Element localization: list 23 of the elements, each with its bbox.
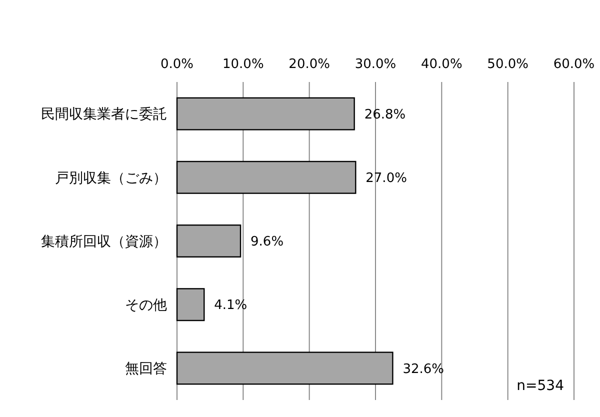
y-tick-label: 無回答 <box>125 361 167 378</box>
bar <box>176 224 242 258</box>
y-tick-label: その他 <box>125 298 167 314</box>
annotation: n=534 <box>516 378 564 394</box>
bar <box>176 288 205 322</box>
x-tick-label: 50.0% <box>487 57 528 72</box>
data-label: 26.8% <box>364 107 406 122</box>
bar <box>176 160 356 194</box>
x-tick-label: 40.0% <box>421 57 462 72</box>
x-tick-label: 60.0% <box>553 57 595 72</box>
data-label: 27.0% <box>366 170 407 186</box>
data-label: 4.1% <box>214 298 248 314</box>
x-tick-label: 0.0% <box>160 57 194 72</box>
bar <box>176 352 394 385</box>
data-label: 32.6% <box>402 362 444 377</box>
x-tick-label: 10.0% <box>222 57 264 72</box>
x-tick-label: 20.0% <box>288 57 330 72</box>
bar <box>176 97 355 130</box>
y-tick-label: 民間収集業者に委託 <box>41 106 167 123</box>
x-tick-label: 30.0% <box>354 57 396 72</box>
y-tick-label: 集積所回収（資源） <box>41 234 167 250</box>
y-tick-label: 戸別収集（ごみ） <box>55 170 167 186</box>
data-label: 9.6% <box>250 234 284 250</box>
